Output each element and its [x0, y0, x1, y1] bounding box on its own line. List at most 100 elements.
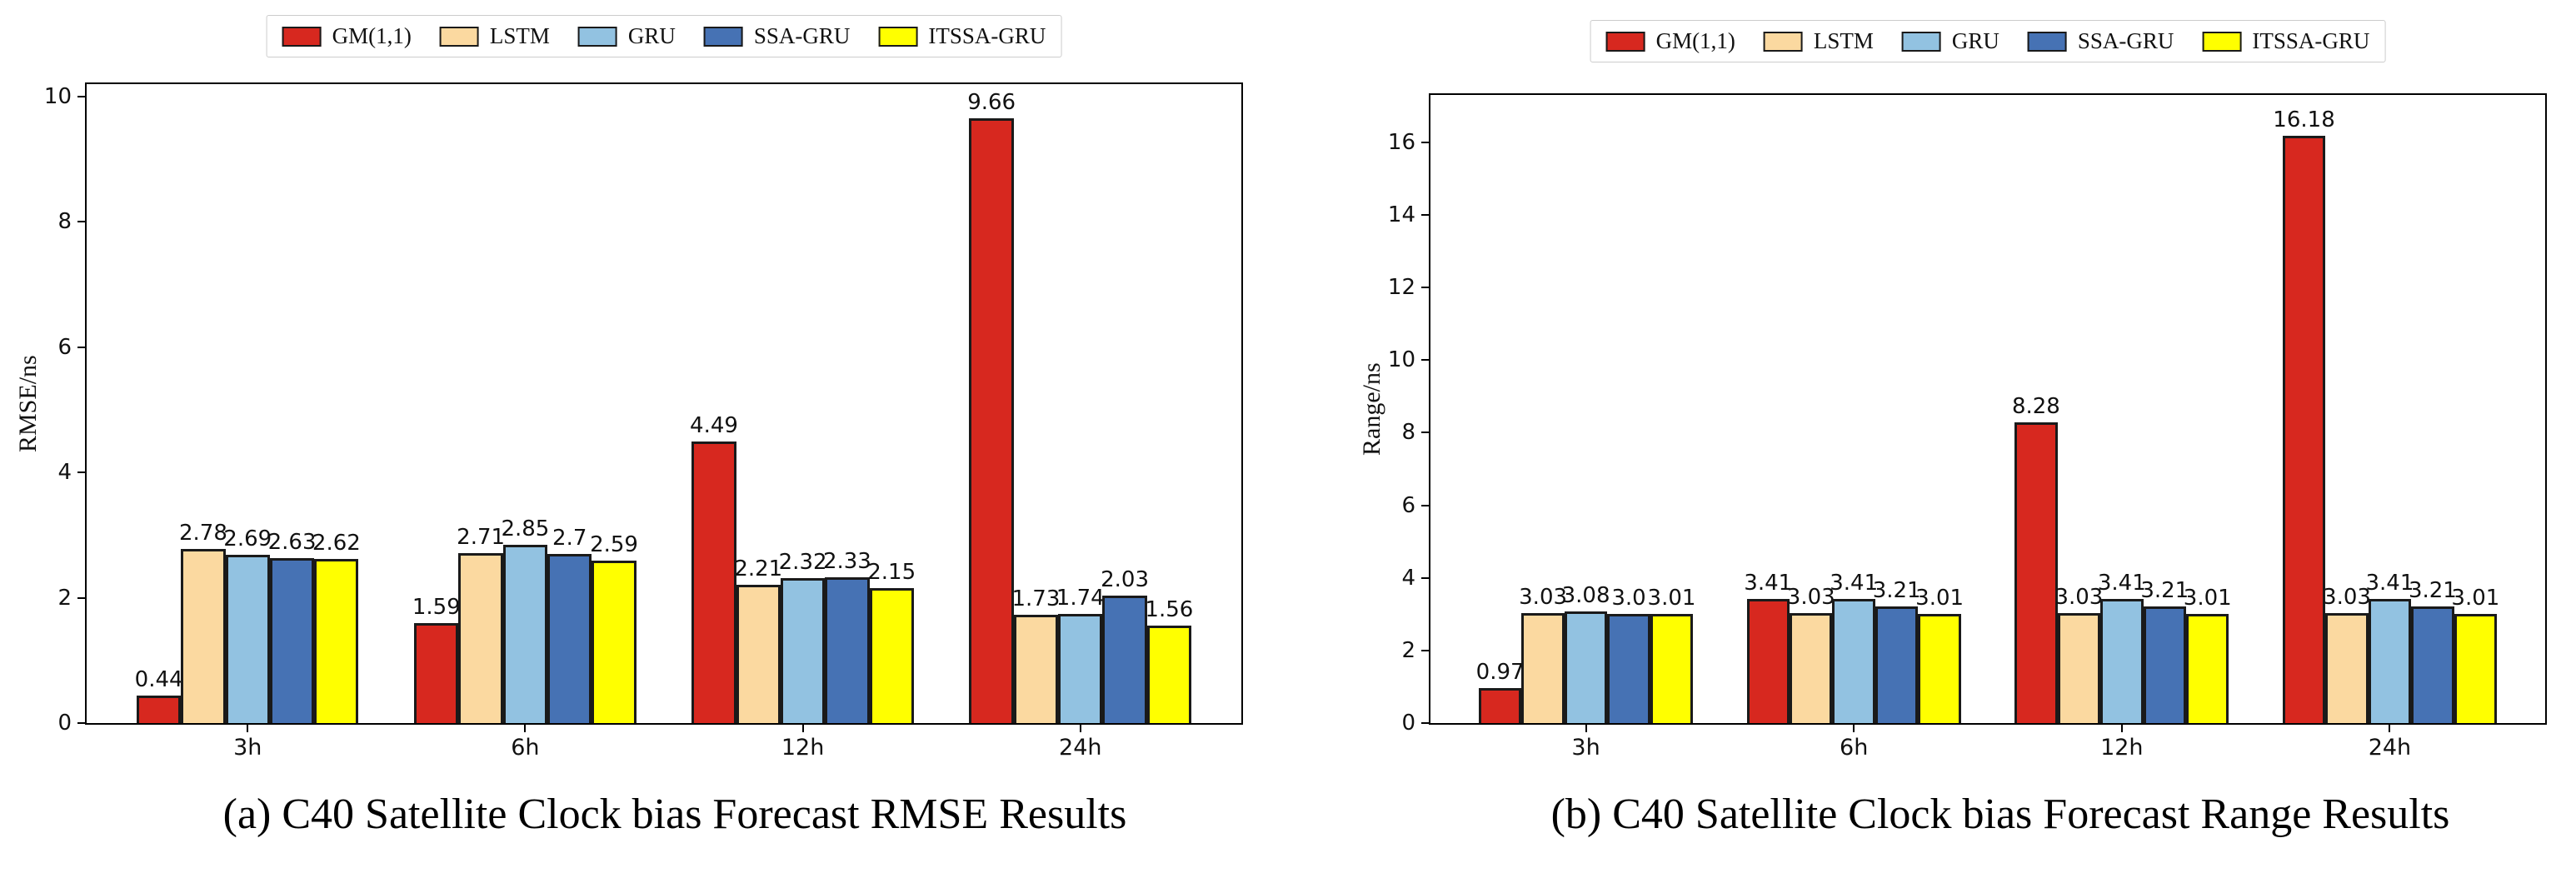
- bar-value-label: 2.33: [822, 548, 871, 574]
- legend-item: GRU: [1901, 28, 1999, 54]
- x-tick-mark: [2389, 725, 2391, 732]
- legend-swatch: [2027, 31, 2067, 52]
- legend-item: GM(1,1): [282, 23, 412, 49]
- bar: [1146, 625, 1192, 723]
- legend-label: SSA-GRU: [2077, 28, 2174, 53]
- x-tick-label: 3h: [1571, 735, 1600, 761]
- bar-value-label: 8.28: [2011, 394, 2060, 420]
- bar: [1013, 614, 1059, 723]
- bar: [314, 559, 359, 723]
- bar: [502, 544, 548, 723]
- bar-value-label: 3.03: [2323, 584, 2371, 610]
- y-tick-mark: [77, 346, 85, 348]
- bar: [969, 117, 1014, 723]
- bar: [2057, 612, 2101, 723]
- x-tick-label: 3h: [233, 735, 262, 761]
- legend-label: GRU: [627, 23, 676, 48]
- x-tick-mark: [2120, 725, 2123, 732]
- bar-value-label: 3.01: [2451, 585, 2500, 611]
- figure-range: GM(1,1) LSTM GRU SSA-GRU ITSSA-GRU Range/ns …: [1288, 0, 2576, 883]
- bar-value-label: 3.03: [2054, 584, 2104, 610]
- x-tick-label: 12h: [781, 735, 825, 761]
- y-tick-mark: [77, 221, 85, 223]
- bar-value-label: 2.63: [267, 530, 317, 556]
- y-tick-mark: [1421, 576, 1429, 579]
- bar-value-label: 16.18: [2273, 107, 2335, 132]
- bar-value-label: 3.01: [1915, 585, 1964, 611]
- bar-value-label: 0.97: [1475, 659, 1525, 685]
- bar-value-label: 3.21: [2408, 578, 2457, 604]
- bar-value-label: 2.85: [501, 516, 550, 541]
- bar: [414, 623, 459, 723]
- y-tick-label: 2: [57, 585, 72, 611]
- bar-value-label: 3.0: [1611, 586, 1646, 611]
- bar-value-label: 3.41: [2365, 571, 2414, 596]
- y-axis-label: Range/ns: [1358, 362, 1385, 456]
- bar: [1875, 606, 1919, 723]
- bar: [691, 442, 736, 723]
- y-tick-mark: [1421, 213, 1429, 216]
- figure-rmse: GM(1,1) LSTM GRU SSA-GRU ITSSA-GRU RMSE/ns 0…: [14, 15, 1243, 838]
- legend-item: LSTM: [1763, 28, 1874, 54]
- bar: [2411, 606, 2454, 723]
- legend-item: ITSSA-GRU: [2202, 28, 2369, 54]
- legend-swatch: [282, 26, 322, 47]
- y-tick-label: 4: [57, 460, 72, 486]
- bar-value-label: 1.59: [412, 595, 461, 621]
- y-tick-label: 8: [57, 209, 72, 235]
- legend-swatch: [577, 26, 617, 47]
- bar-value-label: 2.03: [1101, 567, 1150, 593]
- bar-value-label: 2.7: [552, 525, 587, 551]
- bar-value-label: 9.66: [967, 89, 1016, 115]
- bar-value-label: 3.41: [1744, 571, 1793, 596]
- bar: [181, 548, 226, 723]
- legend: GM(1,1) LSTM GRU SSA-GRU ITSSA-GRU: [1590, 20, 2386, 62]
- y-tick-label: 12: [1387, 275, 1415, 300]
- bar-value-label: 3.03: [1519, 584, 1568, 610]
- y-tick-mark: [1421, 432, 1429, 434]
- bar-value-label: 2.32: [778, 549, 827, 575]
- legend-item: ITSSA-GRU: [878, 23, 1046, 49]
- bar: [1746, 599, 1790, 723]
- legend-item: GRU: [577, 23, 676, 49]
- y-tick-label: 8: [1401, 420, 1415, 446]
- y-tick-mark: [77, 596, 85, 599]
- legend-item: SSA-GRU: [703, 23, 850, 49]
- bar-value-label: 1.56: [1145, 596, 1194, 622]
- x-tick-mark: [801, 725, 804, 732]
- bar: [1650, 613, 1694, 723]
- legend-swatch: [1605, 31, 1645, 52]
- x-tick-label: 24h: [2368, 735, 2412, 761]
- bar: [269, 558, 315, 723]
- bar-value-label: 3.21: [1872, 578, 1921, 604]
- bar: [2282, 135, 2326, 723]
- bar: [1832, 599, 1875, 723]
- legend-swatch: [878, 26, 918, 47]
- bar-value-label: 2.62: [312, 531, 361, 556]
- legend-label: GM(1,1): [1655, 28, 1735, 53]
- legend-swatch: [1901, 31, 1941, 52]
- bar-value-label: 2.78: [178, 520, 227, 546]
- y-axis-label: RMSE/ns: [14, 355, 42, 452]
- y-tick-label: 10: [43, 84, 72, 110]
- y-tick-mark: [77, 722, 85, 724]
- bar: [1521, 612, 1565, 723]
- legend-label: LSTM: [1813, 28, 1874, 53]
- bar-value-label: 3.41: [1830, 571, 1879, 596]
- bar: [136, 695, 182, 723]
- y-tick-label: 16: [1387, 129, 1415, 155]
- y-tick-mark: [1421, 141, 1429, 143]
- y-tick-label: 6: [57, 334, 72, 360]
- bar: [825, 576, 870, 723]
- bar-value-label: 3.01: [1647, 585, 1696, 611]
- bar: [1102, 596, 1147, 723]
- y-tick-mark: [1421, 359, 1429, 362]
- y-tick-label: 10: [1387, 347, 1415, 373]
- x-tick-mark: [247, 725, 249, 732]
- bar-value-label: 3.01: [2183, 585, 2232, 611]
- bar-value-label: 1.74: [1056, 586, 1105, 611]
- bar: [1607, 614, 1650, 723]
- y-tick-mark: [1421, 722, 1429, 724]
- x-tick-mark: [1585, 725, 1587, 732]
